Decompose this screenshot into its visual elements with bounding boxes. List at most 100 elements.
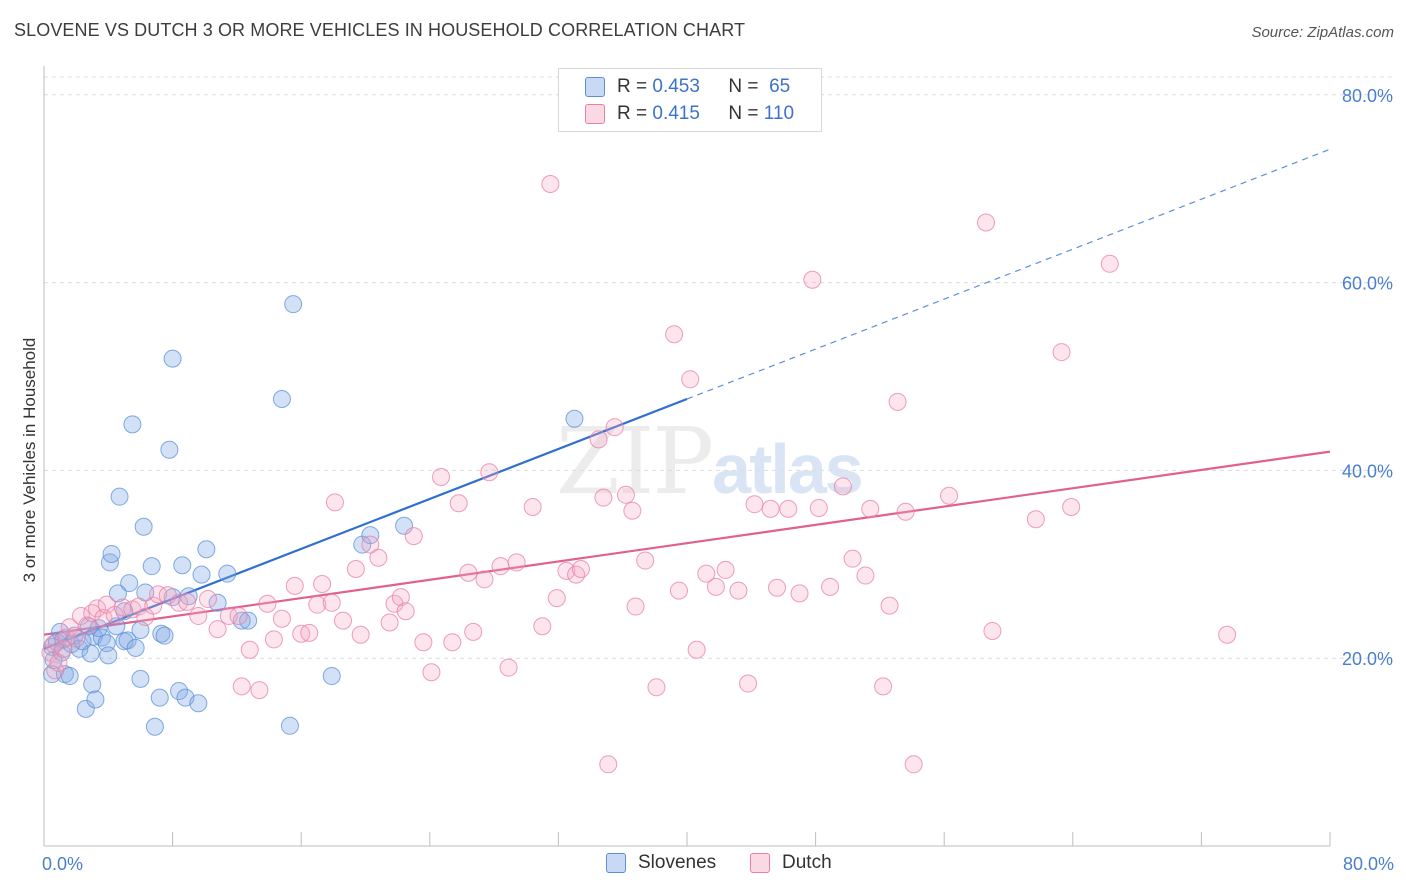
dutch-point	[821, 577, 840, 596]
chart-title: SLOVENE VS DUTCH 3 OR MORE VEHICLES IN H…	[14, 20, 746, 40]
slovenes-point	[361, 526, 380, 545]
dutch-point	[636, 551, 655, 570]
dutch-point	[599, 755, 618, 774]
slovenes-label: Slovenes	[638, 852, 717, 873]
slovenes-point	[197, 540, 216, 559]
slovenes-point	[150, 688, 169, 707]
dutch-point	[1100, 254, 1119, 273]
dutch-point	[78, 616, 97, 635]
dutch-point	[333, 611, 352, 630]
y-tick-label: 80.0%	[1342, 86, 1393, 106]
dutch-point	[396, 602, 415, 621]
dutch-point	[523, 498, 542, 517]
slovenes-point	[145, 717, 164, 736]
dutch-point	[557, 561, 576, 580]
dutch-point	[414, 633, 433, 652]
dutch-point	[861, 499, 880, 518]
dutch-point	[940, 486, 959, 505]
dutch-point	[361, 535, 380, 554]
y-axis-label: 3 or more Vehicles in Household	[20, 338, 39, 583]
dutch-point	[54, 639, 73, 658]
dutch-point	[391, 588, 410, 607]
dutch-point	[49, 653, 68, 672]
dutch-point	[449, 494, 468, 513]
slovenes-point	[134, 517, 153, 536]
dutch-point	[739, 674, 758, 693]
legend-row-dutch: R = 0.415 N = 110	[585, 101, 794, 127]
dutch-point	[507, 553, 526, 572]
dutch-point	[681, 370, 700, 389]
slovenes-point	[192, 565, 211, 584]
dutch-point	[144, 596, 163, 615]
dutch-point	[57, 628, 76, 647]
slovenes-point	[86, 690, 105, 709]
dutch-point	[594, 488, 613, 507]
dutch-point	[533, 617, 552, 636]
dutch-point	[459, 563, 478, 582]
dutch-point	[1062, 498, 1081, 517]
dutch-point	[300, 623, 319, 642]
slovenes-point	[189, 694, 208, 713]
dutch-point	[322, 593, 341, 612]
dutch-point	[589, 430, 608, 449]
axis-labels: 20.0% 40.0% 60.0% 80.0% 0.0% 80.0% 3 or more V…	[20, 86, 1394, 874]
dutch-point	[623, 501, 642, 520]
dutch-point	[491, 557, 510, 576]
dutch-point	[874, 677, 893, 696]
slovenes-point	[120, 574, 139, 593]
legend-r-label: R =	[617, 76, 648, 97]
dutch-point	[896, 502, 915, 521]
watermark-atlas: atlas	[712, 430, 864, 508]
slovenes-swatch	[606, 853, 626, 873]
dutch-point	[60, 618, 79, 637]
dutch-point	[219, 606, 238, 625]
dutch-trend-line	[43, 450, 1331, 636]
dutch-point	[888, 392, 907, 411]
legend-n-value: 110	[763, 103, 795, 124]
dutch-point	[983, 621, 1002, 640]
slovenes-point	[76, 699, 95, 718]
dutch-point	[464, 622, 483, 641]
slovenes-swatch	[585, 77, 605, 97]
legend-n-label: N =	[728, 103, 759, 124]
bottom-legend-dutch: Dutch	[750, 852, 832, 874]
dutch-point	[346, 559, 365, 578]
dutch-point	[880, 596, 899, 615]
dutch-point	[803, 270, 822, 289]
dutch-point	[178, 592, 197, 611]
dutch-point	[308, 595, 327, 614]
dutch-point	[67, 629, 86, 648]
dutch-swatch	[750, 853, 770, 873]
y-tick-label: 40.0%	[1342, 461, 1393, 481]
slovenes-point	[280, 716, 299, 735]
slovenes-point	[152, 624, 171, 643]
dutch-point	[706, 577, 725, 596]
dutch-point	[729, 581, 748, 600]
dutch-point	[385, 594, 404, 613]
slovenes-point	[102, 544, 121, 563]
dutch-point	[833, 477, 852, 496]
dutch-point	[616, 485, 635, 504]
slovenes-point	[322, 667, 341, 686]
legend-n-label: N =	[728, 76, 759, 97]
dutch-point	[697, 564, 716, 583]
dutch-point	[809, 498, 828, 517]
dutch-point	[779, 499, 798, 518]
slovenes-point	[126, 638, 145, 657]
slovenes-point	[107, 617, 126, 636]
slovenes-point	[170, 682, 189, 701]
dutch-point	[1026, 510, 1045, 529]
dutch-label: Dutch	[782, 852, 832, 873]
dutch-point	[745, 495, 764, 514]
legend-r-value: 0.415	[652, 103, 700, 124]
dutch-point	[904, 755, 923, 774]
dutch-point	[240, 640, 259, 659]
dutch-point	[567, 565, 586, 584]
dutch-point	[499, 658, 518, 677]
slovenes-point	[92, 628, 111, 647]
dutch-point	[1052, 343, 1071, 362]
dutch-point	[369, 548, 388, 567]
y-tick-label: 20.0%	[1342, 649, 1393, 669]
dutch-point	[250, 681, 269, 700]
dutch-point	[571, 559, 590, 578]
